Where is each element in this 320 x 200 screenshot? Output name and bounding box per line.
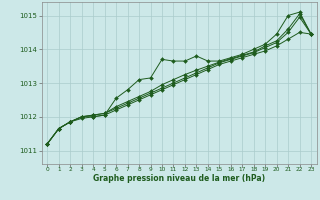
X-axis label: Graphe pression niveau de la mer (hPa): Graphe pression niveau de la mer (hPa) xyxy=(93,174,265,183)
